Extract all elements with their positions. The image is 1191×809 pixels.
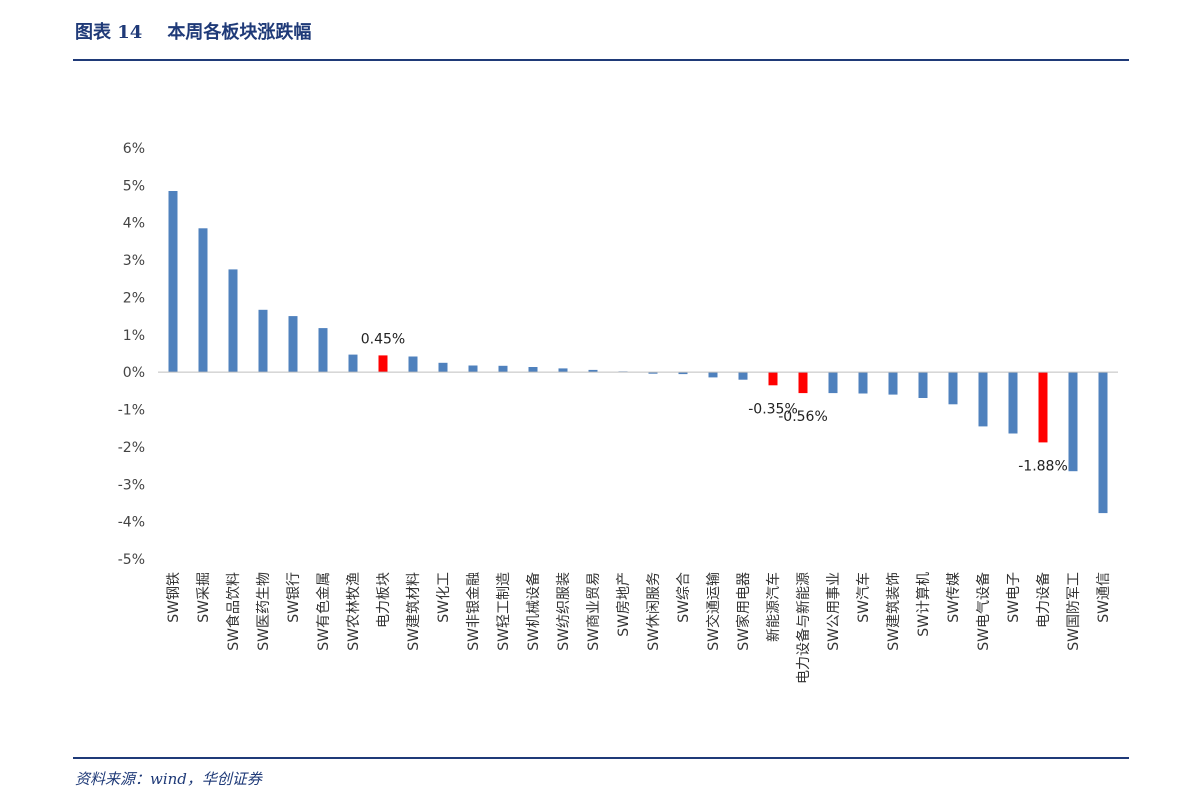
x-category-label: SW建筑材料 bbox=[406, 572, 422, 651]
x-axis-categories: SW钢铁 SW采掘 SW食品饮料 SW医药生物 SW银行 SW有色金属 SW农林牧渔 电力板块… bbox=[166, 572, 1112, 684]
x-category-label: SW公用事业 bbox=[826, 572, 842, 651]
bar bbox=[378, 355, 388, 373]
bar bbox=[558, 368, 568, 373]
bar bbox=[648, 372, 658, 374]
bar-chart: 6% 5% 4% 3% 2% 1% 0% -1% -2% -3% -4% -5% 0.45% -0.35… bbox=[118, 141, 1118, 684]
x-category-label: SW纺织服装 bbox=[556, 572, 572, 651]
x-category-label: SW商业贸易 bbox=[586, 572, 602, 651]
data-labels: 0.45% -0.35%-0.56% -1.88% bbox=[361, 331, 1068, 474]
x-category-label: SW交通运输 bbox=[705, 572, 722, 651]
x-category-label: SW农林牧渔 bbox=[346, 572, 362, 651]
x-category-label: 电力板块 bbox=[376, 572, 392, 628]
x-category-label: SW家用电器 bbox=[735, 572, 752, 651]
data-label: -0.35% bbox=[748, 401, 798, 417]
y-tick-label: -5% bbox=[118, 552, 145, 568]
bar bbox=[318, 328, 328, 373]
bar bbox=[738, 372, 748, 380]
data-label: 0.45% bbox=[361, 331, 405, 347]
bar bbox=[828, 372, 838, 394]
data-label: -0.56% bbox=[778, 409, 828, 425]
x-category-label: SW银行 bbox=[286, 572, 302, 623]
bar bbox=[468, 365, 478, 373]
source-note: 资料来源：wind，华创证券 bbox=[75, 770, 262, 788]
x-category-label: SW食品饮料 bbox=[225, 572, 242, 651]
y-axis-ticks: 6% 5% 4% 3% 2% 1% 0% -1% -2% -3% -4% -5% bbox=[118, 141, 145, 568]
bar bbox=[1068, 372, 1078, 472]
x-category-label: 电力设备与新能源 bbox=[795, 572, 812, 684]
bar bbox=[1008, 372, 1018, 434]
bar bbox=[948, 372, 958, 405]
x-category-label: 电力设备 bbox=[1035, 572, 1052, 628]
x-category-label: SW通信 bbox=[1096, 572, 1112, 623]
y-tick-label: 4% bbox=[123, 216, 145, 232]
bar bbox=[288, 316, 298, 373]
x-category-label: SW机械设备 bbox=[525, 572, 542, 651]
bar bbox=[348, 354, 358, 373]
bar bbox=[228, 269, 238, 373]
bar bbox=[1038, 372, 1048, 443]
bar bbox=[858, 372, 868, 394]
bar bbox=[1098, 372, 1108, 514]
y-tick-label: -2% bbox=[118, 440, 145, 456]
bar bbox=[678, 372, 688, 375]
x-category-label: SW综合 bbox=[676, 572, 692, 623]
bar bbox=[528, 367, 538, 373]
x-category-label: SW钢铁 bbox=[166, 572, 182, 623]
y-tick-label: 6% bbox=[123, 141, 145, 157]
x-category-label: SW化工 bbox=[436, 572, 452, 623]
bar bbox=[438, 362, 448, 373]
y-tick-label: -1% bbox=[118, 403, 145, 419]
bar bbox=[768, 372, 778, 386]
x-category-label: SW医药生物 bbox=[256, 572, 272, 651]
x-category-label: SW采掘 bbox=[196, 572, 212, 623]
bar bbox=[798, 372, 808, 394]
bar bbox=[498, 365, 508, 373]
y-tick-label: 5% bbox=[123, 178, 145, 194]
y-tick-label: 0% bbox=[123, 365, 145, 381]
x-category-label: SW房地产 bbox=[616, 572, 632, 637]
y-tick-label: -4% bbox=[118, 515, 145, 531]
x-category-label: 新能源汽车 bbox=[765, 572, 782, 642]
x-category-label: SW电子 bbox=[1006, 572, 1022, 623]
x-category-label: SW计算机 bbox=[916, 572, 932, 637]
data-label: -1.88% bbox=[1018, 458, 1068, 474]
bar bbox=[198, 228, 208, 373]
x-category-label: SW轻工制造 bbox=[496, 572, 512, 651]
figure-title: 图表 14 本周各板块涨跌幅 bbox=[75, 22, 312, 43]
x-category-label: SW传媒 bbox=[946, 572, 962, 623]
x-category-label: SW建筑装饰 bbox=[886, 572, 902, 651]
x-category-label: SW休闲服务 bbox=[646, 572, 662, 651]
bar bbox=[918, 372, 928, 398]
x-category-label: SW有色金属 bbox=[315, 572, 332, 651]
bar bbox=[258, 309, 268, 373]
bar bbox=[978, 372, 988, 427]
bar bbox=[708, 372, 718, 378]
bar bbox=[168, 191, 178, 373]
header-rule bbox=[73, 59, 1129, 61]
x-category-label: SW电气设备 bbox=[975, 572, 992, 651]
y-tick-label: 1% bbox=[123, 328, 145, 344]
y-tick-label: 2% bbox=[123, 290, 145, 306]
x-category-label: SW国防军工 bbox=[1066, 572, 1082, 651]
bar bbox=[588, 369, 598, 373]
y-tick-label: 3% bbox=[123, 253, 145, 269]
x-category-label: SW非银金融 bbox=[466, 572, 482, 651]
bar bbox=[888, 372, 898, 395]
y-tick-label: -3% bbox=[118, 477, 145, 493]
x-category-label: SW汽车 bbox=[855, 572, 872, 623]
bars bbox=[168, 191, 1108, 514]
footer-rule bbox=[73, 757, 1129, 759]
bar bbox=[408, 356, 418, 373]
